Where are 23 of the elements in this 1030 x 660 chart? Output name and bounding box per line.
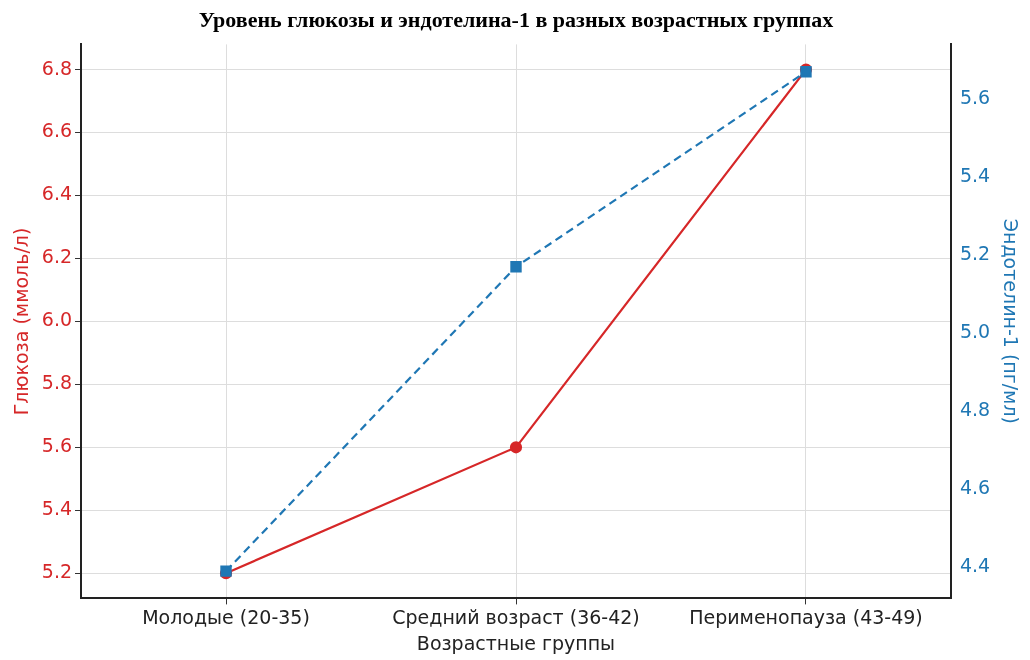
x-axis-title: Возрастные группы bbox=[416, 631, 616, 654]
y-axis-title: Глюкоза (ммоль/л) bbox=[10, 227, 33, 416]
x-tick-label: Перименопауза (43-49) bbox=[689, 605, 923, 628]
y2-axis-title: Эндотелин-1 (пг/мл) bbox=[999, 218, 1022, 425]
x-tick-label: Средний возраст (36-42) bbox=[392, 605, 640, 628]
chart-title: Уровень глюкозы и эндотелина-1 в разных возрастных группах bbox=[198, 6, 834, 32]
y2-tick-label: 4.6 bbox=[959, 476, 991, 499]
y2-tick-label: 5.4 bbox=[959, 163, 991, 186]
y2-tick-label: 5.0 bbox=[959, 320, 991, 343]
y-tick-label: 5.4 bbox=[41, 497, 73, 520]
y-tick-label: 6.0 bbox=[41, 308, 73, 331]
y2-tick-label: 4.4 bbox=[959, 554, 991, 577]
y2-tick-label: 5.2 bbox=[959, 242, 991, 265]
y2-tick-label: 5.6 bbox=[959, 85, 991, 108]
x-tick-label: Молодые (20-35) bbox=[142, 605, 310, 628]
y-tick-label: 6.4 bbox=[41, 182, 73, 205]
y-tick-label: 6.8 bbox=[41, 56, 73, 79]
y-tick-label: 5.2 bbox=[41, 560, 73, 583]
y-tick-label: 6.6 bbox=[41, 119, 73, 142]
y-tick-label: 6.2 bbox=[41, 245, 73, 268]
y-tick-label: 5.6 bbox=[41, 434, 73, 457]
y-tick-label: 5.8 bbox=[41, 371, 73, 394]
y2-tick-label: 4.8 bbox=[959, 398, 991, 421]
